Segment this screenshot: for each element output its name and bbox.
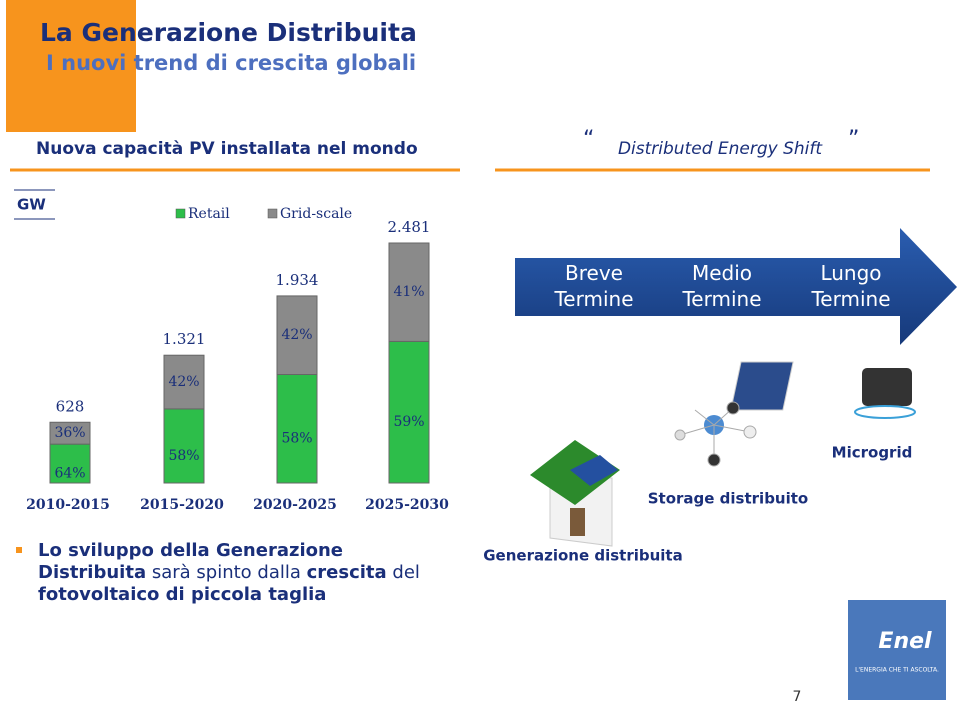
- logo-box: [848, 600, 946, 700]
- x-tick-label: 2015-2020: [140, 497, 224, 513]
- x-tick-label: 2010-2015: [26, 497, 110, 513]
- bar-segment: [388, 242, 430, 342]
- legend-swatch: [267, 208, 278, 219]
- unit-label: GW: [17, 196, 46, 214]
- segment-label: 42%: [281, 327, 312, 343]
- legend-label: Grid-scale: [280, 206, 352, 222]
- segment-label: 36%: [54, 425, 85, 441]
- x-tick-label: 2020-2025: [253, 497, 337, 513]
- bullet-run: sarà spinto dalla: [146, 562, 307, 583]
- timeline: Breve Termine Medio Termine Lungo Termine: [553, 261, 890, 311]
- bar-segment: [276, 373, 318, 484]
- generation-label: Generazione distribuita: [483, 547, 682, 565]
- bullet-run: Distribuita: [38, 562, 146, 583]
- bullet-line: Distribuita sarà spinto dalla crescita d…: [38, 562, 420, 583]
- quote: ”: [848, 127, 859, 152]
- bar-segment: [49, 421, 91, 445]
- timeline-label: Breve Termine: [553, 261, 633, 311]
- storage-image: [674, 401, 757, 467]
- timeline-label: Medio Termine: [681, 261, 761, 311]
- bullet-text: Lo sviluppo della GenerazioneDistribuita…: [38, 540, 420, 605]
- segment-label: 42%: [168, 374, 199, 390]
- bar-segment: [163, 354, 205, 410]
- storage-label: Storage distribuito: [648, 490, 808, 508]
- total-label: 1.934: [276, 271, 319, 289]
- quote: “: [583, 127, 594, 152]
- segment-label: 59%: [393, 414, 424, 430]
- left-heading: Nuova capacità PV installata nel mondo: [36, 139, 418, 159]
- right-heading: Distributed Energy Shift: [618, 139, 823, 159]
- timeline-label: Lungo Termine: [810, 261, 890, 311]
- segment-label: 58%: [281, 431, 312, 447]
- segment-label: 64%: [54, 466, 85, 482]
- bullet-marker: [16, 547, 22, 553]
- bar-segment: [276, 295, 318, 375]
- x-tick-label: 2025-2030: [365, 497, 449, 513]
- bullet-line: Lo sviluppo della Generazione: [38, 540, 343, 561]
- bullet-run: fotovoltaico di piccola taglia: [38, 584, 326, 605]
- microgrid-image: [730, 361, 916, 419]
- bar-segment: [49, 443, 91, 484]
- subtitle: I nuovi trend di crescita globali: [46, 51, 416, 75]
- chart: Retail Grid-scale 64% 36% 628 2010-2015 58% 42%…: [26, 206, 449, 513]
- title: La Generazione Distribuita: [40, 18, 417, 47]
- segment-label: 41%: [393, 284, 424, 300]
- bullet-run: del: [387, 562, 420, 583]
- legend-label: Retail: [188, 206, 230, 222]
- logo-tagline: L'ENERGIA CHE TI ASCOLTA.: [855, 667, 939, 674]
- timeline-arrow: [515, 228, 957, 345]
- house-image: [530, 440, 620, 547]
- bullet-line: fotovoltaico di piccola taglia: [38, 584, 326, 605]
- bullet-run: Lo sviluppo della Generazione: [38, 540, 343, 561]
- bullet-run: crescita: [307, 562, 387, 583]
- total-label: 1.321: [163, 330, 206, 348]
- total-label: 2.481: [388, 218, 431, 236]
- microgrid-label: Microgrid: [832, 444, 913, 462]
- total-label: 628: [56, 397, 85, 415]
- bar-segment: [388, 340, 430, 484]
- segment-label: 58%: [168, 448, 199, 464]
- orange-block: [6, 0, 136, 132]
- page-number: 7: [793, 689, 802, 705]
- logo-name: Enel: [878, 629, 932, 654]
- bar-segment: [163, 408, 205, 484]
- legend-swatch: [175, 208, 186, 219]
